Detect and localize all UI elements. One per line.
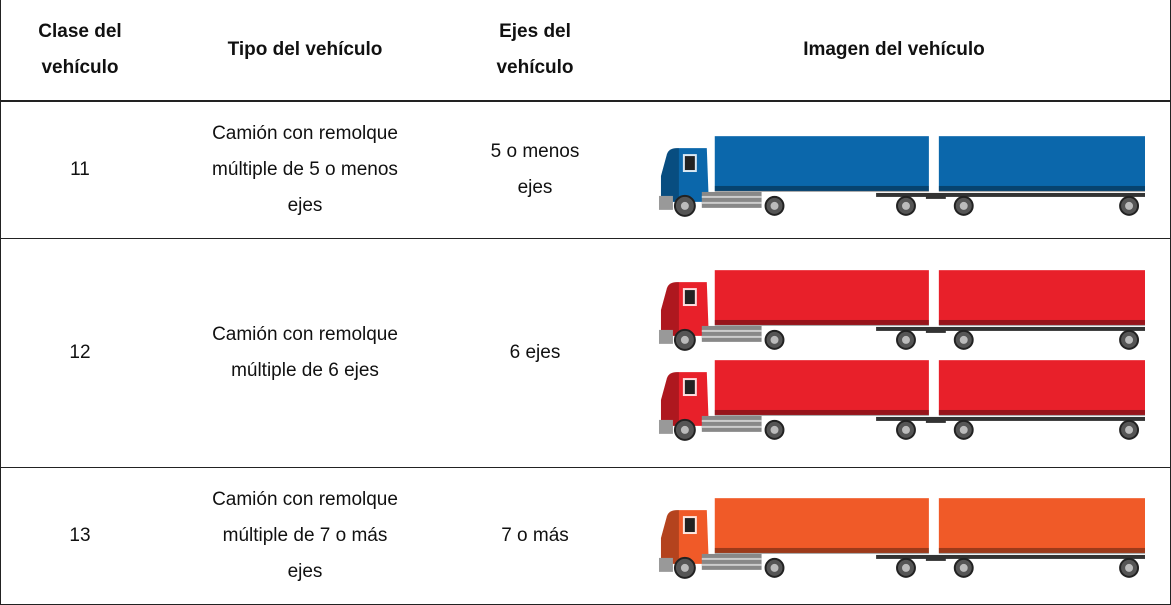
cell-line: 7 o más [501,525,569,546]
cell-line: ejes [287,195,323,216]
header-cell: Imagen del vehículo [617,0,1171,100]
border [0,0,1,605]
cell-line: Camión con remolque [212,324,398,345]
cell-line: Imagen del vehículo [803,39,985,60]
cell: 5 o menos ejes [455,102,615,238]
cell-line: Camión con remolque [212,489,398,510]
cell-line: múltiple de 5 o menos [212,159,398,180]
cell-line: vehículo [41,57,119,78]
cell-line: ejes [287,561,323,582]
row-rule [0,467,1171,468]
truck-image [657,360,1145,442]
cell-line: 6 ejes [509,342,561,363]
truck-image [657,498,1145,580]
cell-line: 11 [70,159,90,180]
cell: 13 [0,468,160,604]
cell-line: Tipo del vehículo [227,39,383,60]
cell-line: 13 [69,525,91,546]
cell-line: 12 [69,342,91,363]
cell: 6 ejes [455,239,615,467]
cell: 12 [0,239,160,467]
header-cell: Clase del vehículo [0,0,160,100]
cell: Camión con remolque múltiple de 7 o más ej… [160,468,450,604]
cell-line: múltiple de 6 ejes [231,360,379,381]
cell-line: múltiple de 7 o más [222,525,388,546]
cell: 7 o más [455,468,615,604]
header-rule [0,100,1171,102]
cell-line: Camión con remolque [212,123,398,144]
cell-line: vehículo [496,57,574,78]
truck-image [657,136,1145,218]
header-cell: Ejes del vehículo [455,0,615,100]
header-cell: Tipo del vehículo [160,0,450,100]
truck-image [657,270,1145,352]
cell-line: 5 o menos [490,141,580,162]
cell: Camión con remolque múltiple de 5 o menos… [160,102,450,238]
row-rule [0,238,1171,239]
cell: 11 [0,102,160,238]
cell-line: ejes [517,177,553,198]
cell: Camión con remolque múltiple de 6 ejes [160,239,450,467]
cell-line: Clase del [38,21,122,42]
cell-line: Ejes del [499,21,571,42]
